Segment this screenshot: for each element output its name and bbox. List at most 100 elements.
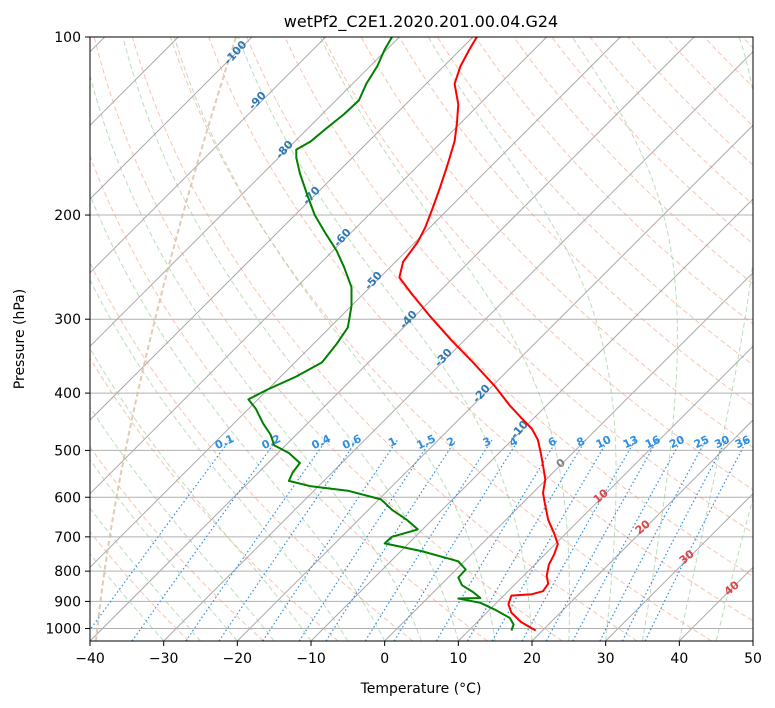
y-axis-label: Pressure (hPa) <box>12 289 28 389</box>
x-tick-label: −10 <box>296 651 326 667</box>
mixing-ratio-label: 1 <box>386 435 398 450</box>
y-tick-label: 300 <box>54 312 81 328</box>
mixing-ratio-line <box>131 439 278 641</box>
mixing-ratio-line <box>185 439 327 641</box>
y-tick-label: 900 <box>54 594 81 610</box>
dry-adiabat-label: -100 <box>221 38 249 67</box>
dry-adiabat <box>589 37 753 205</box>
background-lines <box>90 37 753 641</box>
x-tick-label: 40 <box>670 651 688 667</box>
moist-adiabat <box>90 458 238 641</box>
mixing-ratio-line <box>621 439 727 641</box>
dry-adiabat <box>90 445 264 641</box>
moist-adiabat <box>571 37 678 641</box>
moist-adiabat <box>427 37 617 641</box>
mixing-ratio-line <box>90 439 231 631</box>
dry-adiabat-label: -30 <box>432 346 455 370</box>
skew-isotherm <box>90 37 253 200</box>
mixing-ratio-label: 0.6 <box>340 432 363 452</box>
frost-curve <box>95 37 237 641</box>
isotherm-label: 0 <box>554 456 568 471</box>
mixing-ratio-line <box>393 439 519 641</box>
skew-isotherm <box>531 419 753 641</box>
moist-adiabat <box>678 37 753 641</box>
mixing-ratio-line <box>298 439 432 641</box>
dry-adiabat <box>284 37 753 534</box>
skew-isotherm <box>310 198 753 641</box>
dry-adiabat <box>208 37 753 622</box>
mixing-ratio-line <box>218 439 358 641</box>
skew-isotherm <box>752 640 753 641</box>
skew-isotherm <box>90 37 548 495</box>
skew-isotherm <box>236 124 753 641</box>
mixing-ratio-label: 25 <box>692 433 711 451</box>
mixing-ratio-label: 10 <box>594 433 614 451</box>
dry-adiabat <box>246 37 753 578</box>
x-tick-label: 10 <box>449 651 467 667</box>
dry-adiabat <box>170 37 712 641</box>
y-axis: 100 200 300 400 500 600 700 800 900 1000 <box>45 30 90 637</box>
dewpoint-line <box>247 37 515 631</box>
mixing-ratio-line <box>435 439 558 641</box>
x-tick-label: 30 <box>597 651 615 667</box>
y-tick-label: 500 <box>54 443 81 459</box>
mixing-ratio-label: 8 <box>575 435 587 450</box>
mixing-ratio-line <box>466 439 587 641</box>
dry-adiabat <box>627 37 753 166</box>
skew-isotherm <box>90 37 400 348</box>
moist-adiabat <box>237 37 533 641</box>
dry-adiabat <box>90 530 190 641</box>
dry-adiabat-label: -40 <box>397 308 420 332</box>
dry-adiabat <box>322 37 753 491</box>
dry-adiabat <box>703 37 753 88</box>
moist-adiabat <box>90 73 422 641</box>
mixing-ratio-label: 3 <box>481 435 493 450</box>
temperature-line <box>398 37 559 632</box>
mixing-ratio-line <box>521 439 636 641</box>
mixing-ratio-line <box>325 439 457 641</box>
mixing-ratio-label: 2 <box>445 435 457 450</box>
dry-adiabat <box>436 37 753 366</box>
dry-adiabat-label: -90 <box>246 89 269 113</box>
y-tick-label: 1000 <box>45 621 81 637</box>
moist-adiabat <box>90 406 275 641</box>
series-layer <box>247 37 559 632</box>
dry-adiabat-label: -20 <box>470 382 493 406</box>
mixing-ratio-label: 36 <box>733 433 753 451</box>
moist-adiabat <box>90 193 386 641</box>
dry-adiabat <box>742 37 753 49</box>
mixing-ratio-label: 0.1 <box>213 432 236 452</box>
dry-adiabat <box>398 37 753 407</box>
y-tick-label: 800 <box>54 564 81 580</box>
mixing-ratio-label: 6 <box>546 434 559 449</box>
y-tick-label: 600 <box>54 490 81 506</box>
skew-isotherm <box>384 271 753 641</box>
moist-adiabat <box>173 37 496 641</box>
skew-isotherm <box>90 37 695 641</box>
x-tick-label: 20 <box>523 651 541 667</box>
moist-adiabat <box>715 496 753 641</box>
mixing-ratio-label: 1.5 <box>415 432 438 452</box>
chart-title: wetPf2_C2E1.2020.201.00.04.G24 <box>284 12 558 32</box>
dry-adiabat-label: -80 <box>273 138 296 162</box>
moist-adiabat <box>122 37 459 641</box>
mixing-ratio-line <box>364 439 493 641</box>
dry-adiabat <box>665 37 753 127</box>
x-tick-label: −20 <box>223 651 253 667</box>
mixing-ratio-line <box>262 439 399 641</box>
dry-adiabat <box>90 261 414 641</box>
dry-adiabat <box>90 357 339 641</box>
dry-adiabat <box>475 37 753 325</box>
skew-isotherm <box>90 37 327 274</box>
dry-adiabat <box>93 37 563 641</box>
x-tick-label: 50 <box>744 651 762 667</box>
dry-adiabat <box>513 37 753 285</box>
mixing-ratio-line <box>545 439 658 641</box>
x-tick-label: −30 <box>149 651 179 667</box>
isotherm-label: 20 <box>633 517 653 537</box>
skew-isotherm <box>163 50 753 641</box>
isotherm-label: 30 <box>677 547 697 567</box>
y-tick-label: 200 <box>54 208 81 224</box>
